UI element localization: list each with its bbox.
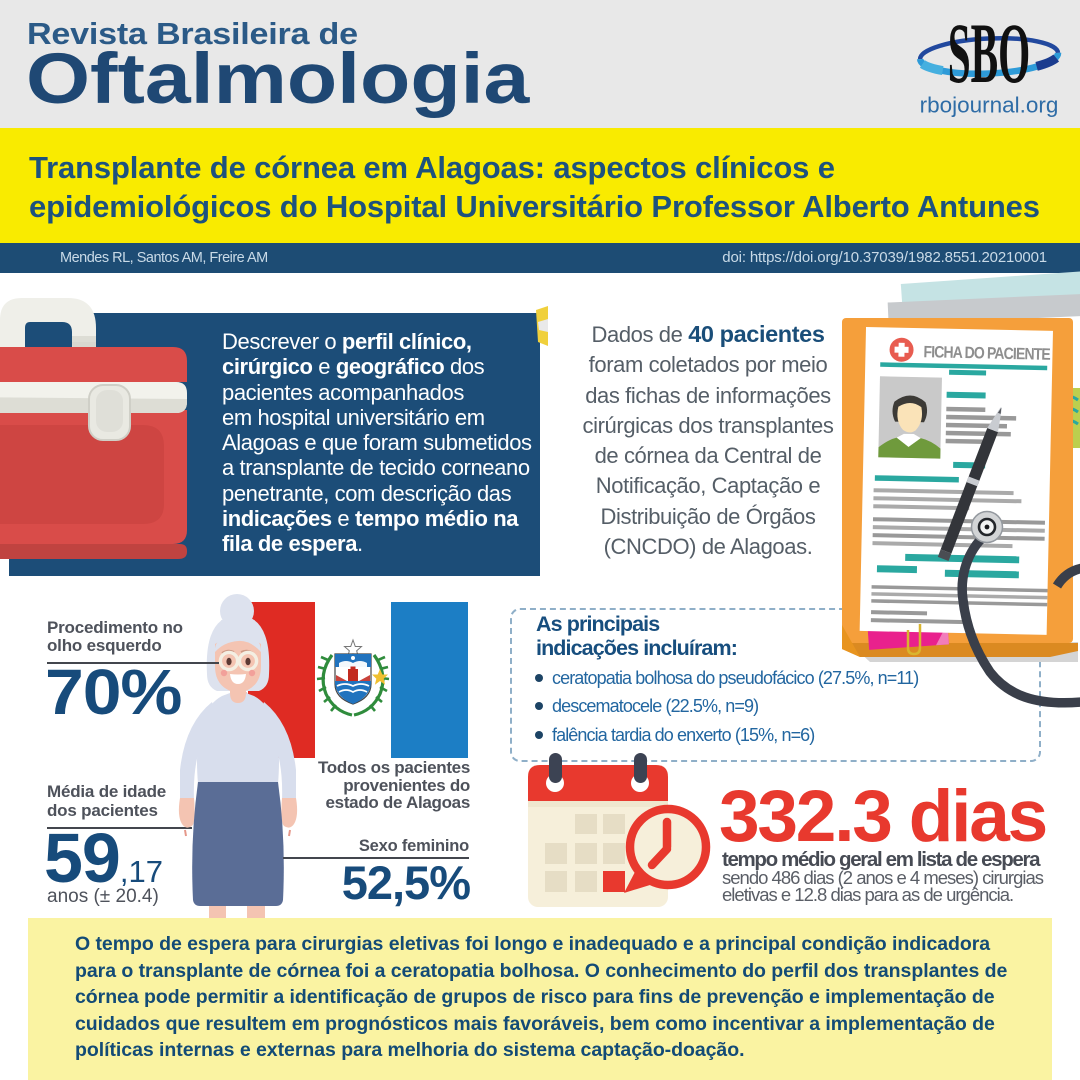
svg-text:FICHA DO PACIENTE: FICHA DO PACIENTE — [923, 343, 1050, 364]
svg-text:SBO: SBO — [948, 15, 1031, 101]
svg-text:rbojournal.org: rbojournal.org — [920, 93, 1059, 118]
